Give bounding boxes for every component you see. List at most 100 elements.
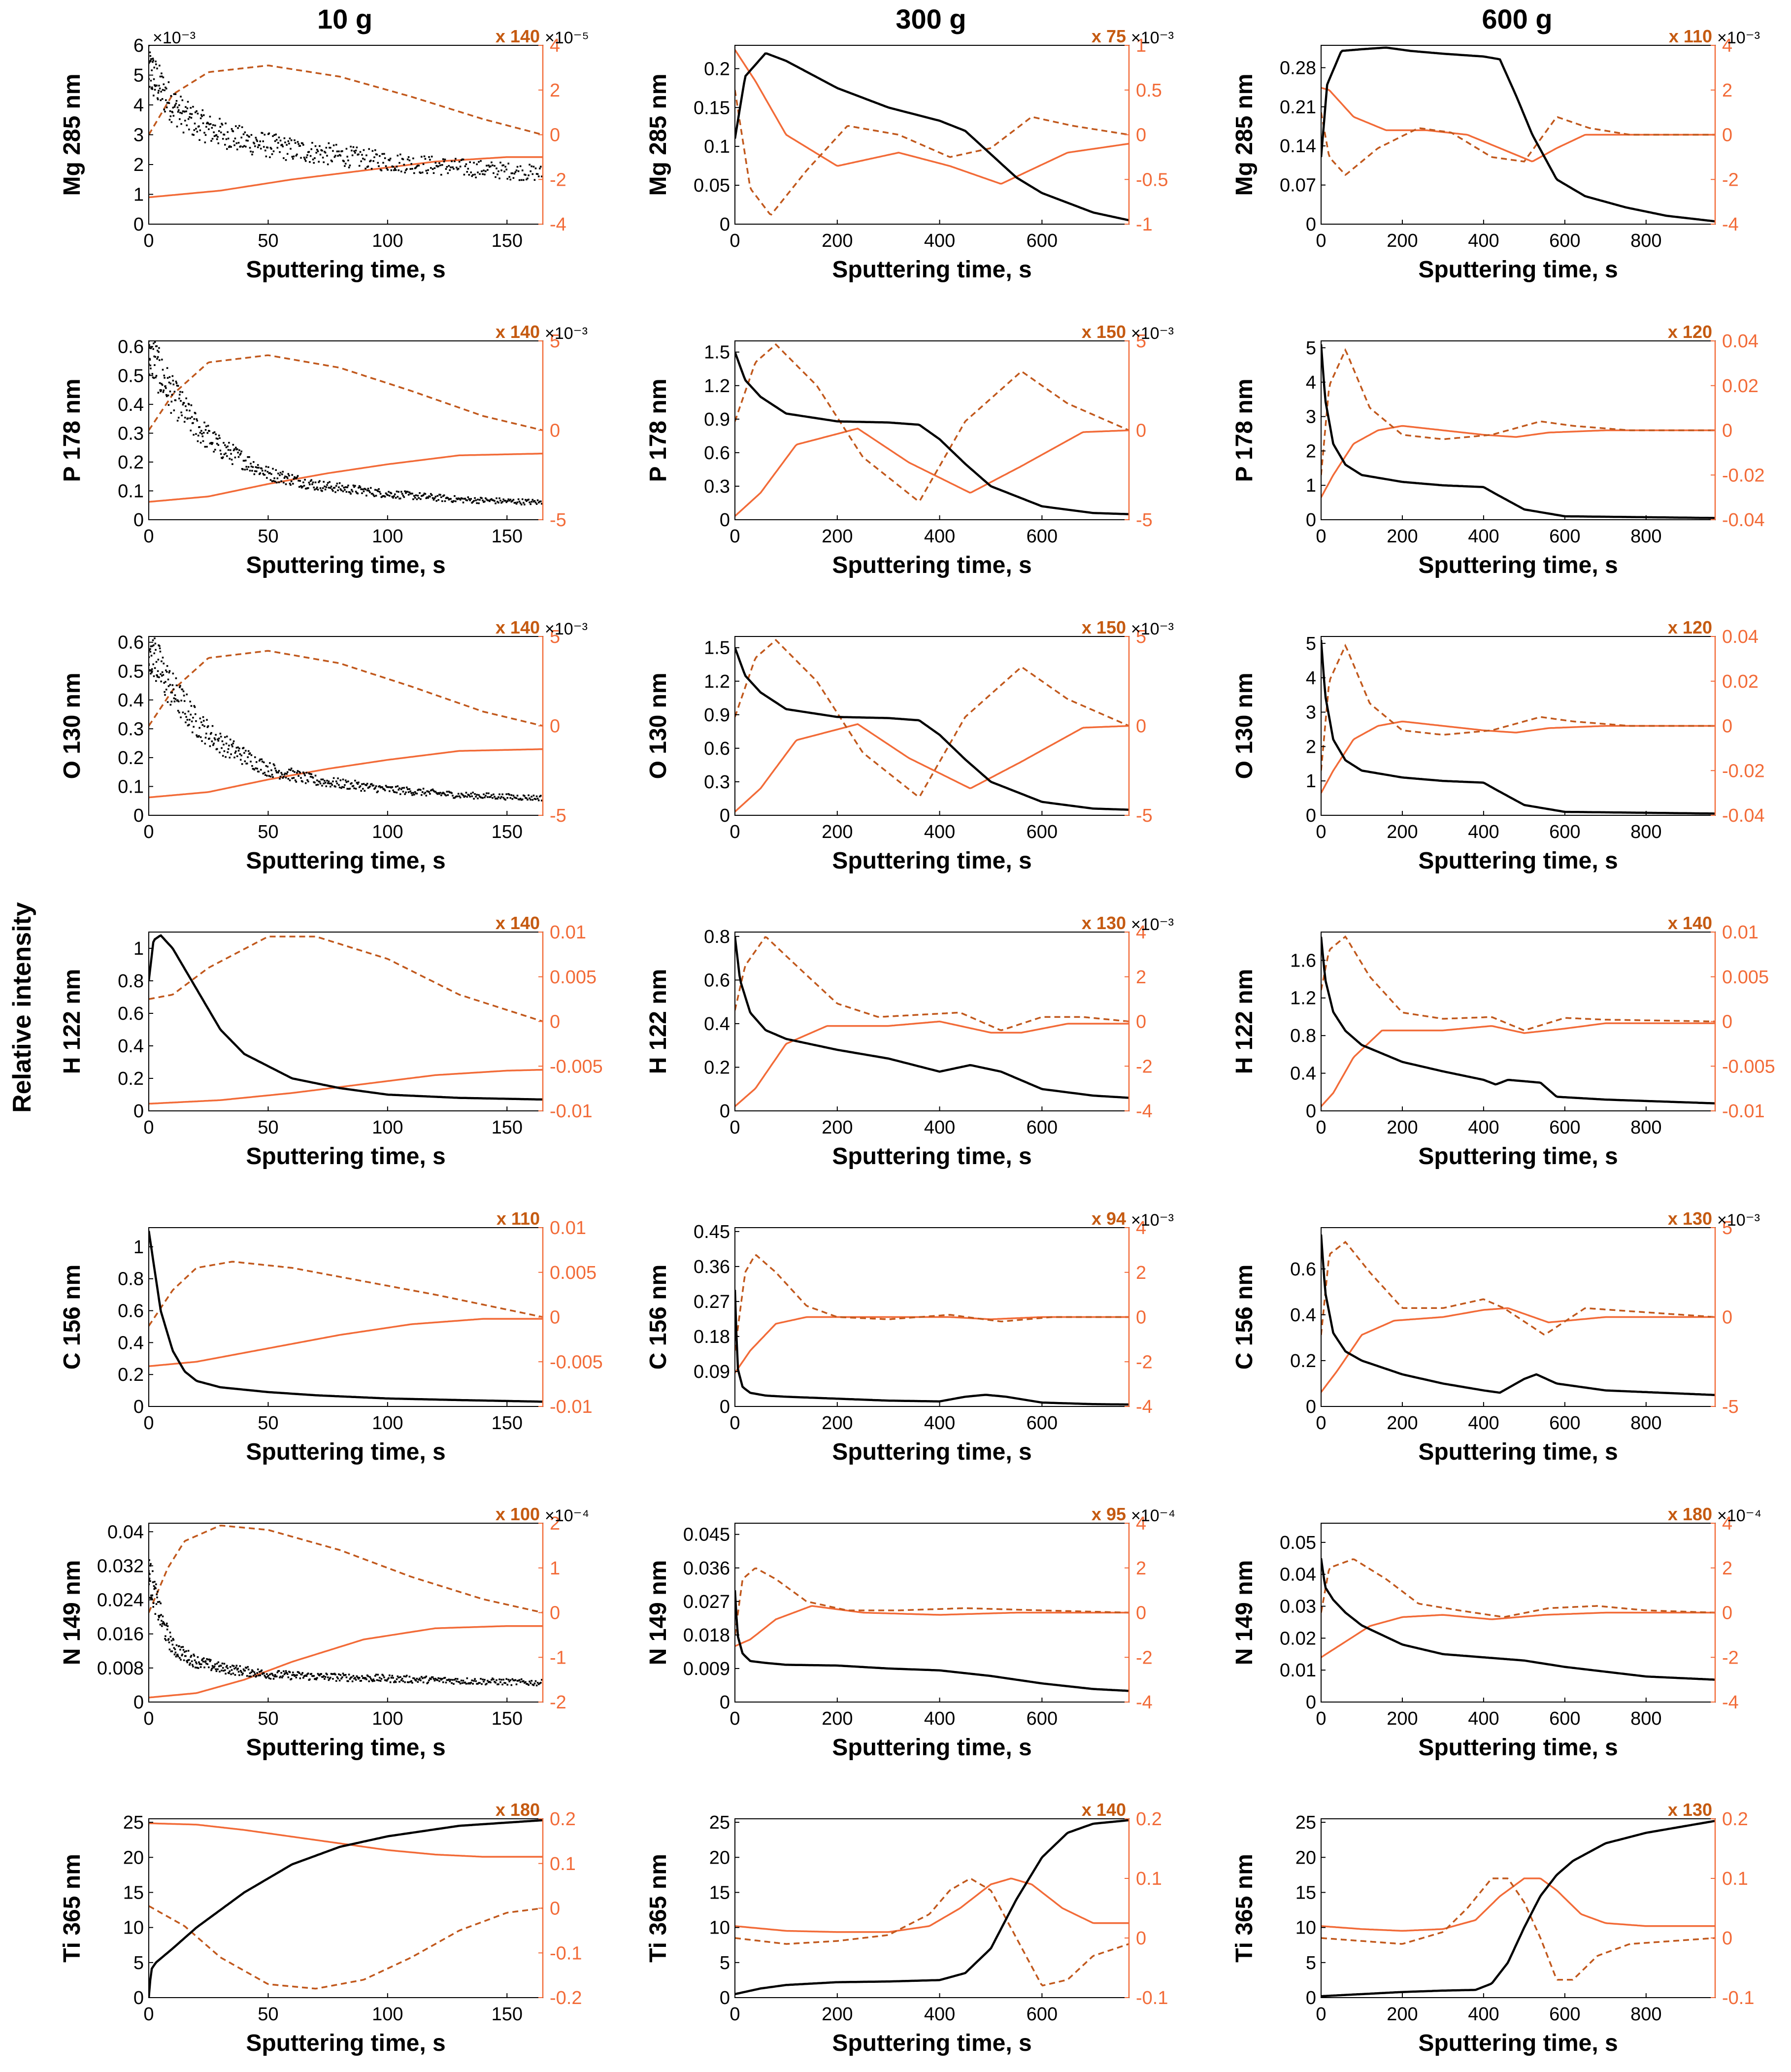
intensity-point xyxy=(153,67,155,68)
intensity-point xyxy=(301,780,303,783)
intensity-point xyxy=(283,1673,286,1675)
intensity-point xyxy=(477,797,479,800)
intensity-point xyxy=(451,160,453,163)
plot-area xyxy=(735,1567,1129,1692)
intensity-point xyxy=(224,444,226,446)
intensity-point xyxy=(261,468,263,469)
intensity-point xyxy=(193,434,195,436)
intensity-point xyxy=(497,798,498,800)
y2-tick-label: 0.04 xyxy=(1722,331,1758,352)
intensity-point xyxy=(534,1680,537,1682)
x-tick-label: 400 xyxy=(1468,1117,1499,1138)
intensity-point xyxy=(386,167,388,169)
intensity-point xyxy=(504,1682,506,1684)
y2-tick-label: 4 xyxy=(1136,1513,1146,1534)
intensity-point xyxy=(527,799,529,801)
intensity-point xyxy=(223,743,225,746)
intensity-point xyxy=(206,719,208,721)
intensity-point xyxy=(271,773,273,776)
intensity-point xyxy=(286,771,289,773)
intensity-point xyxy=(228,1672,230,1674)
intensity-point xyxy=(207,725,209,727)
intensity-point xyxy=(335,485,337,487)
intensity-point xyxy=(474,1678,476,1680)
intensity-point xyxy=(191,134,194,135)
intensity-point xyxy=(206,446,208,448)
intensity-point xyxy=(149,1577,151,1579)
intensity-point xyxy=(528,794,530,797)
intensity-point xyxy=(233,448,235,450)
plot-area xyxy=(1321,344,1715,519)
y-tick-label: 0 xyxy=(133,1101,144,1122)
intensity-point xyxy=(296,771,298,774)
intensity-point xyxy=(300,485,302,487)
intensity-point xyxy=(245,145,247,148)
intensity-point xyxy=(358,781,360,784)
intensity-point xyxy=(437,1677,439,1679)
intensity-point xyxy=(386,1680,388,1682)
intensity-point xyxy=(380,786,383,788)
intensity-point xyxy=(432,172,435,174)
intensity-point xyxy=(494,500,496,502)
intensity-point xyxy=(268,775,270,777)
intensity-point xyxy=(413,172,415,174)
intensity-point xyxy=(463,796,465,798)
intensity-point xyxy=(422,788,425,790)
intensity-point xyxy=(283,1670,285,1672)
intensity-point xyxy=(365,154,367,157)
intensity-point xyxy=(488,792,490,795)
intensity-point xyxy=(166,395,168,398)
y2-tick-label: -2 xyxy=(550,169,566,190)
intensity-point xyxy=(154,341,156,343)
intensity-point xyxy=(286,153,289,155)
intensity-point xyxy=(412,498,414,501)
intensity-point xyxy=(154,1581,156,1583)
intensity-point xyxy=(272,1674,274,1676)
intensity-point xyxy=(475,796,477,798)
intensity-point xyxy=(523,1680,525,1682)
intensity-point xyxy=(168,119,171,121)
x-tick-label: 150 xyxy=(492,822,523,842)
intensity-point xyxy=(329,782,331,785)
y2-tick-label: 0.04 xyxy=(1722,627,1758,647)
intensity-point xyxy=(169,684,171,686)
intensity-point xyxy=(168,1641,170,1643)
intensity-point xyxy=(218,434,220,436)
intensity-point xyxy=(214,124,216,127)
y2-tick-label: 4 xyxy=(1136,922,1146,943)
intensity-point xyxy=(304,160,307,162)
intensity-point xyxy=(271,480,273,482)
derivative-dashed-line xyxy=(1321,643,1715,771)
intensity-point xyxy=(212,124,214,126)
intensity-point xyxy=(339,488,342,490)
intensity-point xyxy=(445,497,447,500)
y-tick-label: 2 xyxy=(133,155,144,175)
intensity-point xyxy=(500,1678,502,1681)
intensity-point xyxy=(163,1622,165,1625)
intensity-point xyxy=(235,125,237,127)
intensity-point xyxy=(482,173,484,175)
intensity-point xyxy=(420,498,422,500)
intensity-point xyxy=(256,1672,258,1674)
intensity-point xyxy=(266,774,268,777)
y-tick-label: 0.016 xyxy=(97,1624,144,1645)
intensity-point xyxy=(224,1669,226,1671)
intensity-point xyxy=(515,1683,518,1685)
x-tick-label: 0 xyxy=(730,231,740,251)
intensity-point xyxy=(389,495,391,497)
intensity-point xyxy=(349,491,351,494)
intensity-point xyxy=(150,1563,152,1565)
y-tick-label: 0 xyxy=(1306,510,1316,531)
intensity-point xyxy=(161,674,163,677)
intensity-point xyxy=(150,1596,153,1599)
y-tick-label: 0.05 xyxy=(1280,1533,1316,1553)
intensity-point xyxy=(441,164,443,166)
intensity-point xyxy=(279,471,282,474)
intensity-point xyxy=(195,1661,197,1663)
y-tick-label: 0.6 xyxy=(118,1301,144,1322)
intensity-point xyxy=(181,1654,183,1657)
intensity-point xyxy=(209,123,212,125)
intensity-point xyxy=(298,486,300,488)
